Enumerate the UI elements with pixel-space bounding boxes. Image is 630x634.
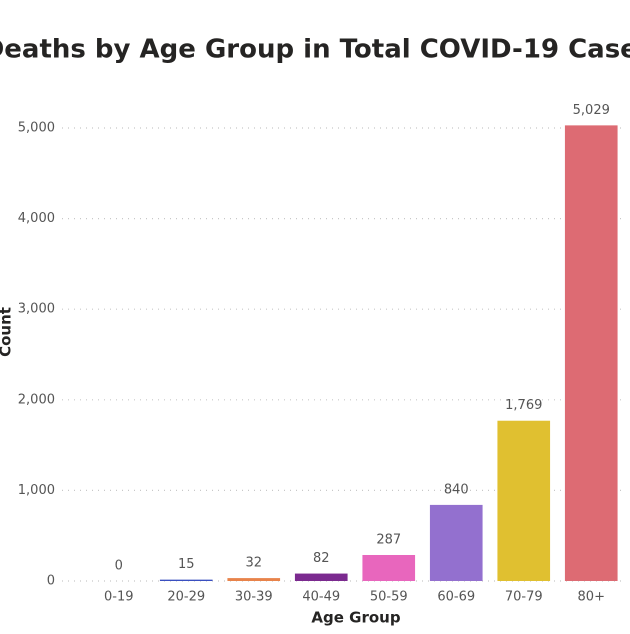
x-tick-label: 50-59 xyxy=(370,590,408,605)
value-label: 0 xyxy=(115,559,123,574)
value-label: 287 xyxy=(376,532,401,547)
value-label: 5,029 xyxy=(573,103,610,118)
y-axis-title: Count xyxy=(0,307,15,357)
value-label: 840 xyxy=(444,482,469,497)
value-label: 32 xyxy=(245,556,262,571)
x-tick-label: 20-29 xyxy=(167,590,205,605)
y-tick-label: 3,000 xyxy=(18,302,55,317)
x-tick-label: 0-19 xyxy=(104,590,134,605)
y-tick-label: 2,000 xyxy=(18,392,55,407)
bar xyxy=(159,579,213,581)
value-label: 1,769 xyxy=(505,398,542,413)
bar xyxy=(294,573,348,581)
x-tick-label: 60-69 xyxy=(437,590,475,605)
y-tick-label: 5,000 xyxy=(18,121,55,136)
value-label: 15 xyxy=(178,557,195,572)
bar xyxy=(227,578,281,581)
bar xyxy=(497,420,551,581)
bar xyxy=(429,504,483,581)
bar xyxy=(564,125,618,582)
x-tick-label: 30-39 xyxy=(235,590,273,605)
y-tick-label: 1,000 xyxy=(18,483,55,498)
x-tick-label: 70-79 xyxy=(505,590,543,605)
x-tick-label: 80+ xyxy=(578,590,605,605)
x-axis-title: Age Group xyxy=(311,609,400,627)
value-label: 82 xyxy=(313,551,330,566)
bar xyxy=(362,554,416,581)
y-tick-label: 0 xyxy=(47,574,55,589)
x-tick-label: 40-49 xyxy=(302,590,340,605)
chart-title: Deaths by Age Group in Total COVID-19 Ca… xyxy=(0,35,630,65)
y-tick-label: 4,000 xyxy=(18,211,55,226)
